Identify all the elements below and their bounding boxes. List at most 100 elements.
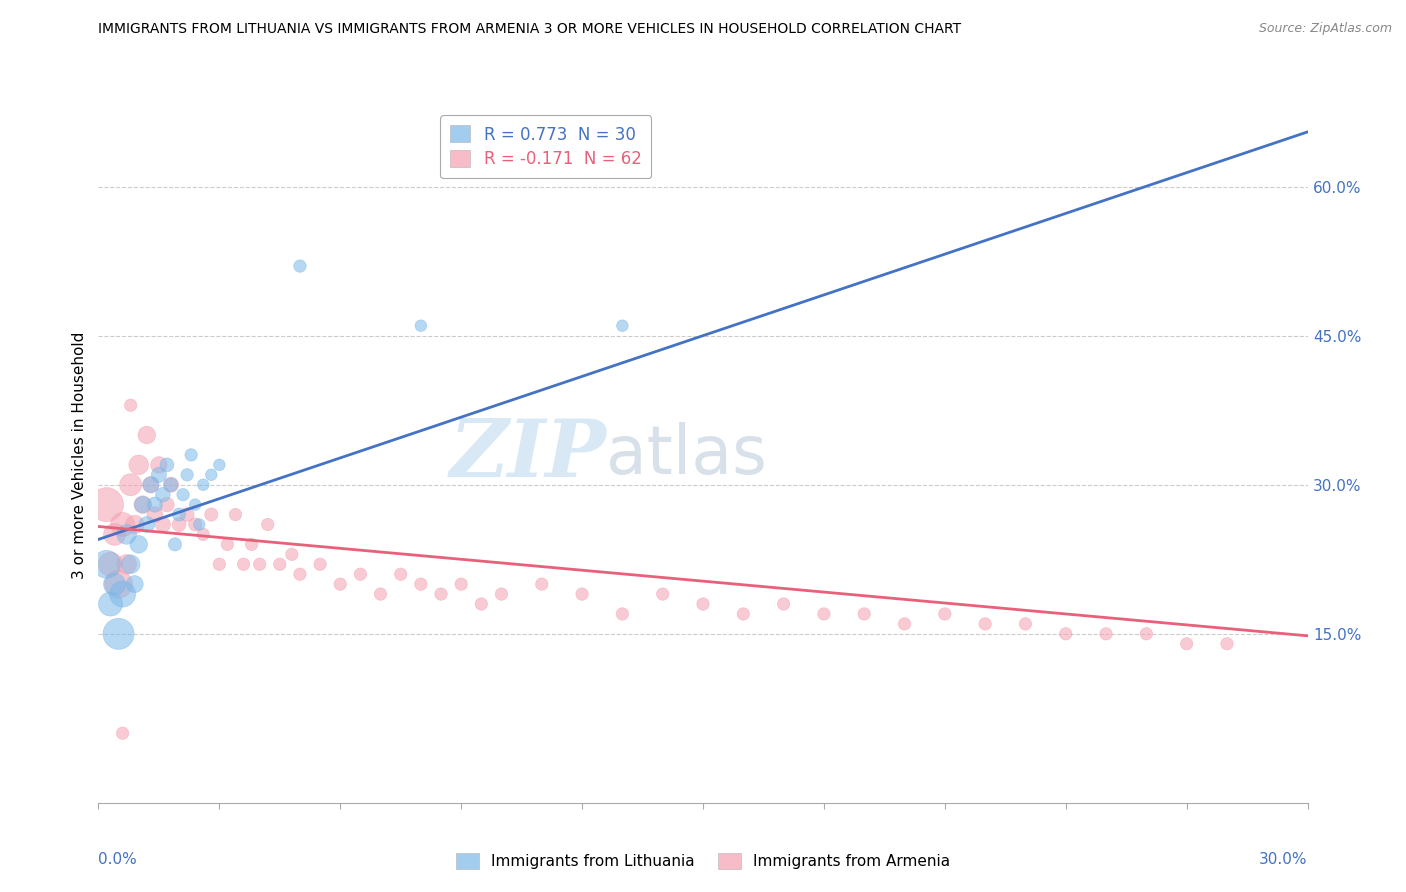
Point [349, 567, 371, 582]
Point [128, 458, 150, 472]
Point [132, 498, 155, 512]
Point [240, 537, 263, 551]
Point [733, 607, 755, 621]
Point [139, 477, 162, 491]
Text: 30.0%: 30.0% [1260, 852, 1308, 866]
Text: 0.0%: 0.0% [98, 852, 138, 866]
Point [193, 477, 215, 491]
Point [409, 577, 432, 591]
Point [232, 558, 254, 572]
Point [143, 508, 166, 522]
Point [200, 467, 222, 482]
Point [370, 587, 392, 601]
Point [450, 577, 472, 591]
Point [176, 467, 198, 482]
Point [152, 517, 174, 532]
Point [491, 587, 513, 601]
Point [143, 498, 166, 512]
Point [389, 567, 412, 582]
Point [160, 477, 183, 491]
Text: atlas: atlas [606, 422, 768, 488]
Point [288, 259, 311, 273]
Point [692, 597, 714, 611]
Point [172, 488, 194, 502]
Point [100, 597, 122, 611]
Point [934, 607, 956, 621]
Point [329, 577, 352, 591]
Point [184, 498, 207, 512]
Point [409, 318, 432, 333]
Point [200, 508, 222, 522]
Point [470, 597, 492, 611]
Point [853, 607, 876, 621]
Point [167, 517, 190, 532]
Point [107, 627, 129, 641]
Point [163, 537, 186, 551]
Point [224, 508, 246, 522]
Point [111, 587, 134, 601]
Point [893, 616, 915, 631]
Point [139, 477, 162, 491]
Point [124, 577, 146, 591]
Point [120, 398, 142, 412]
Point [1135, 627, 1157, 641]
Point [188, 517, 211, 532]
Point [124, 517, 146, 532]
Point [772, 597, 794, 611]
Point [156, 498, 179, 512]
Point [100, 558, 122, 572]
Point [184, 517, 207, 532]
Point [309, 558, 332, 572]
Point [208, 458, 231, 472]
Point [1095, 627, 1118, 641]
Legend: R = 0.773  N = 30, R = -0.171  N = 62: R = 0.773 N = 30, R = -0.171 N = 62 [440, 115, 651, 178]
Point [281, 547, 304, 561]
Legend: Immigrants from Lithuania, Immigrants from Armenia: Immigrants from Lithuania, Immigrants fr… [450, 847, 956, 875]
Point [217, 537, 239, 551]
Point [135, 428, 157, 442]
Point [152, 488, 174, 502]
Point [148, 467, 170, 482]
Point [974, 616, 997, 631]
Text: Source: ZipAtlas.com: Source: ZipAtlas.com [1258, 22, 1392, 36]
Text: IMMIGRANTS FROM LITHUANIA VS IMMIGRANTS FROM ARMENIA 3 OR MORE VEHICLES IN HOUSE: IMMIGRANTS FROM LITHUANIA VS IMMIGRANTS … [98, 22, 962, 37]
Point [288, 567, 311, 582]
Point [269, 558, 291, 572]
Point [115, 527, 138, 541]
Point [208, 558, 231, 572]
Point [120, 477, 142, 491]
Point [148, 458, 170, 472]
Point [571, 587, 593, 601]
Point [135, 517, 157, 532]
Point [430, 587, 453, 601]
Point [156, 458, 179, 472]
Point [1216, 637, 1239, 651]
Point [530, 577, 553, 591]
Point [813, 607, 835, 621]
Point [111, 726, 134, 740]
Point [612, 607, 634, 621]
Point [180, 448, 202, 462]
Point [1175, 637, 1198, 651]
Point [1054, 627, 1077, 641]
Point [103, 577, 125, 591]
Point [96, 498, 118, 512]
Point [249, 558, 271, 572]
Point [103, 527, 125, 541]
Point [120, 558, 142, 572]
Point [132, 498, 155, 512]
Point [115, 558, 138, 572]
Text: ZIP: ZIP [450, 417, 606, 493]
Point [160, 477, 183, 491]
Point [96, 558, 118, 572]
Point [128, 537, 150, 551]
Point [612, 318, 634, 333]
Y-axis label: 3 or more Vehicles in Household: 3 or more Vehicles in Household [72, 331, 87, 579]
Point [651, 587, 673, 601]
Point [107, 577, 129, 591]
Point [1014, 616, 1036, 631]
Point [256, 517, 278, 532]
Point [167, 508, 190, 522]
Point [111, 517, 134, 532]
Point [193, 527, 215, 541]
